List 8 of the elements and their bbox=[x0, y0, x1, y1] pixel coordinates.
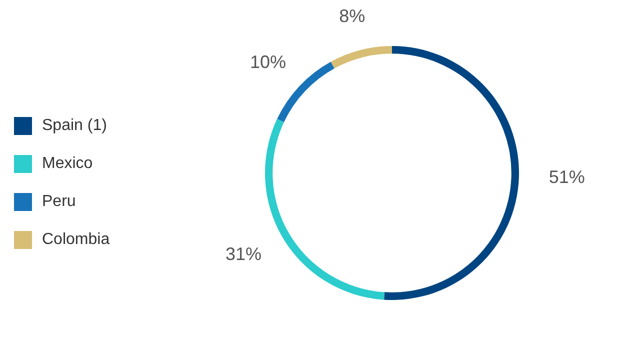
legend-label: Mexico bbox=[42, 155, 93, 173]
legend-label: Spain (1) bbox=[42, 117, 107, 135]
data-label: 51% bbox=[548, 167, 585, 188]
data-label: 10% bbox=[250, 52, 286, 72]
legend-label: Colombia bbox=[42, 231, 110, 249]
data-label: 31% bbox=[226, 244, 262, 264]
data-label: 8% bbox=[339, 6, 366, 26]
legend-label: Peru bbox=[42, 193, 76, 211]
